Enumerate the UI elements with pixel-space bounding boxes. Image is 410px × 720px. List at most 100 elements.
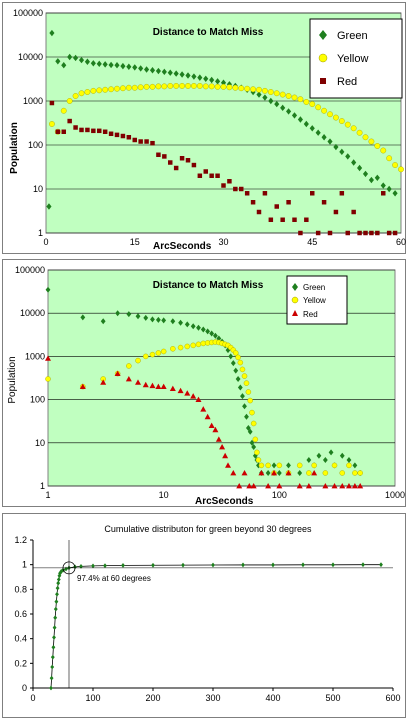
data-point-green <box>197 74 203 81</box>
data-point-red <box>265 483 272 489</box>
annotation-3: 97.4% at 60 degrees <box>77 574 151 583</box>
chart-panel-1: Distance to Match Miss Green Yellow Red … <box>2 2 406 254</box>
grid-1 <box>46 12 401 234</box>
data-point-green <box>190 323 196 330</box>
data-point-red <box>169 385 176 391</box>
data-point-yellow <box>261 87 268 94</box>
data-point-red <box>155 383 162 389</box>
y-tick-label: 10 <box>33 184 43 194</box>
data-point-red <box>67 118 72 124</box>
data-point-green <box>309 125 315 132</box>
data-point-yellow <box>190 342 196 349</box>
data-point-red <box>149 382 156 389</box>
data-point-yellow <box>357 470 363 476</box>
data-point-green <box>200 326 206 333</box>
data-point-yellow <box>185 83 191 89</box>
data-point-green <box>205 328 211 335</box>
x-tick-label: 30 <box>218 237 228 247</box>
data-point-green <box>126 311 132 318</box>
data-point-green <box>78 56 85 64</box>
data-point-red <box>392 230 398 236</box>
annotation-circle <box>62 561 76 575</box>
data-point-yellow <box>392 162 399 168</box>
data-point-cumulative <box>59 569 64 574</box>
data-point-yellow <box>149 351 156 358</box>
data-point-cumulative <box>211 562 215 568</box>
data-point-green <box>271 462 277 469</box>
data-point-yellow <box>247 397 253 404</box>
data-point-cumulative <box>50 664 55 670</box>
data-point-red <box>212 426 219 433</box>
data-point-green <box>242 403 247 410</box>
data-point-yellow <box>78 90 85 97</box>
legend-1-red-label: Red <box>337 76 357 88</box>
data-point-green <box>265 469 271 476</box>
data-point-red <box>345 483 352 489</box>
data-point-green <box>276 469 282 476</box>
data-point-green <box>249 439 255 446</box>
x-axis-label-2: ArcSeconds <box>195 496 254 507</box>
data-point-green <box>245 425 251 432</box>
data-point-cumulative <box>55 585 60 591</box>
data-point-yellow <box>84 89 91 95</box>
data-point-cumulative <box>52 635 56 640</box>
data-point-red <box>197 173 203 178</box>
data-point-green <box>185 72 191 79</box>
data-point-yellow <box>208 83 215 90</box>
data-point-green <box>247 428 253 435</box>
data-point-green <box>327 138 333 145</box>
data-point-yellow <box>306 470 312 476</box>
data-point-red <box>236 483 243 489</box>
data-point-yellow <box>380 147 387 154</box>
chart-panel-2: Distance to Match Miss Green Yellow Red … <box>2 259 406 507</box>
data-point-yellow <box>276 462 283 469</box>
data-point-green <box>352 462 358 469</box>
y-tick-label: 10000 <box>18 52 43 62</box>
data-point-yellow <box>195 341 202 348</box>
data-point-yellow <box>131 84 138 91</box>
x-ticks-2: 1 10 100 1000 <box>45 490 405 500</box>
data-point-red <box>179 156 185 161</box>
y-tick-label: 0.8 <box>14 584 27 594</box>
data-point-red <box>280 217 285 222</box>
y-tick-label: 1000 <box>23 96 43 106</box>
data-point-yellow <box>137 84 144 91</box>
data-point-red <box>339 191 345 196</box>
data-point-green <box>362 170 369 178</box>
data-point-yellow <box>167 83 174 89</box>
data-point-red <box>246 483 253 489</box>
data-point-yellow <box>331 462 338 469</box>
data-point-green <box>144 66 150 73</box>
data-point-red <box>271 469 278 476</box>
data-point-yellow <box>179 83 186 89</box>
data-point-red <box>233 186 238 192</box>
legend-2-green-marker <box>292 283 298 291</box>
data-point-cumulative <box>64 566 68 572</box>
data-point-green <box>138 65 144 72</box>
data-point-yellow <box>249 409 255 416</box>
data-point-yellow <box>245 389 252 395</box>
data-point-green <box>55 58 61 65</box>
data-point-green <box>161 68 167 76</box>
data-point-red <box>135 379 142 385</box>
data-point-green <box>244 413 249 420</box>
chart-panel-3: Cumulative distributon for green beyond … <box>2 513 406 718</box>
data-point-red <box>369 230 374 236</box>
data-point-red <box>351 483 358 489</box>
data-point-green <box>45 286 51 293</box>
y-tick-label: 1.2 <box>14 535 27 545</box>
data-point-red <box>144 139 149 144</box>
data-point-cumulative <box>49 685 53 691</box>
data-point-cumulative <box>50 654 55 660</box>
data-point-red <box>244 191 250 196</box>
data-point-cumulative <box>91 563 95 569</box>
data-point-green <box>84 58 90 65</box>
x-axis-label-1: ArcSeconds <box>153 241 212 252</box>
data-point-yellow <box>339 470 346 476</box>
data-point-yellow <box>346 462 352 469</box>
data-point-red <box>381 191 386 196</box>
data-point-yellow <box>149 83 156 90</box>
y-ticks-1: 1 10 100 1000 10000 100000 <box>13 8 43 238</box>
data-point-red <box>79 127 84 133</box>
data-point-cumulative <box>361 562 365 568</box>
